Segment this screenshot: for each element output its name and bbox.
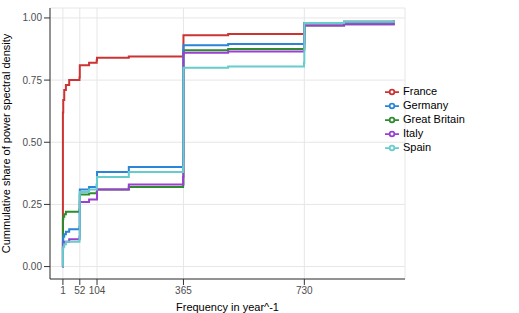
html-text:Spain: Spain — [403, 141, 432, 154]
svg-text:0.25: 0.25 — [23, 199, 43, 210]
svg-text:1.00: 1.00 — [23, 12, 43, 23]
html-text:Germany: Germany — [403, 99, 449, 112]
html-text:Great Britain: Great Britain — [403, 113, 465, 126]
svg-text:0.75: 0.75 — [23, 75, 43, 86]
html-text:Italy: Italy — [403, 127, 424, 140]
svg-text:52: 52 — [74, 285, 86, 296]
svg-text:0.50: 0.50 — [23, 137, 43, 148]
svg-text:0.00: 0.00 — [23, 261, 43, 272]
svg-text:1: 1 — [60, 285, 66, 296]
svg-text:Frequency in year^-1: Frequency in year^-1 — [176, 301, 279, 313]
svg-text:730: 730 — [296, 285, 313, 296]
svg-text:Cummulative share of power spe: Cummulative share of power spectral dens… — [8, 33, 12, 253]
svg-text:365: 365 — [175, 285, 192, 296]
svg-text:104: 104 — [89, 285, 106, 296]
html-text:France: France — [403, 85, 438, 97]
